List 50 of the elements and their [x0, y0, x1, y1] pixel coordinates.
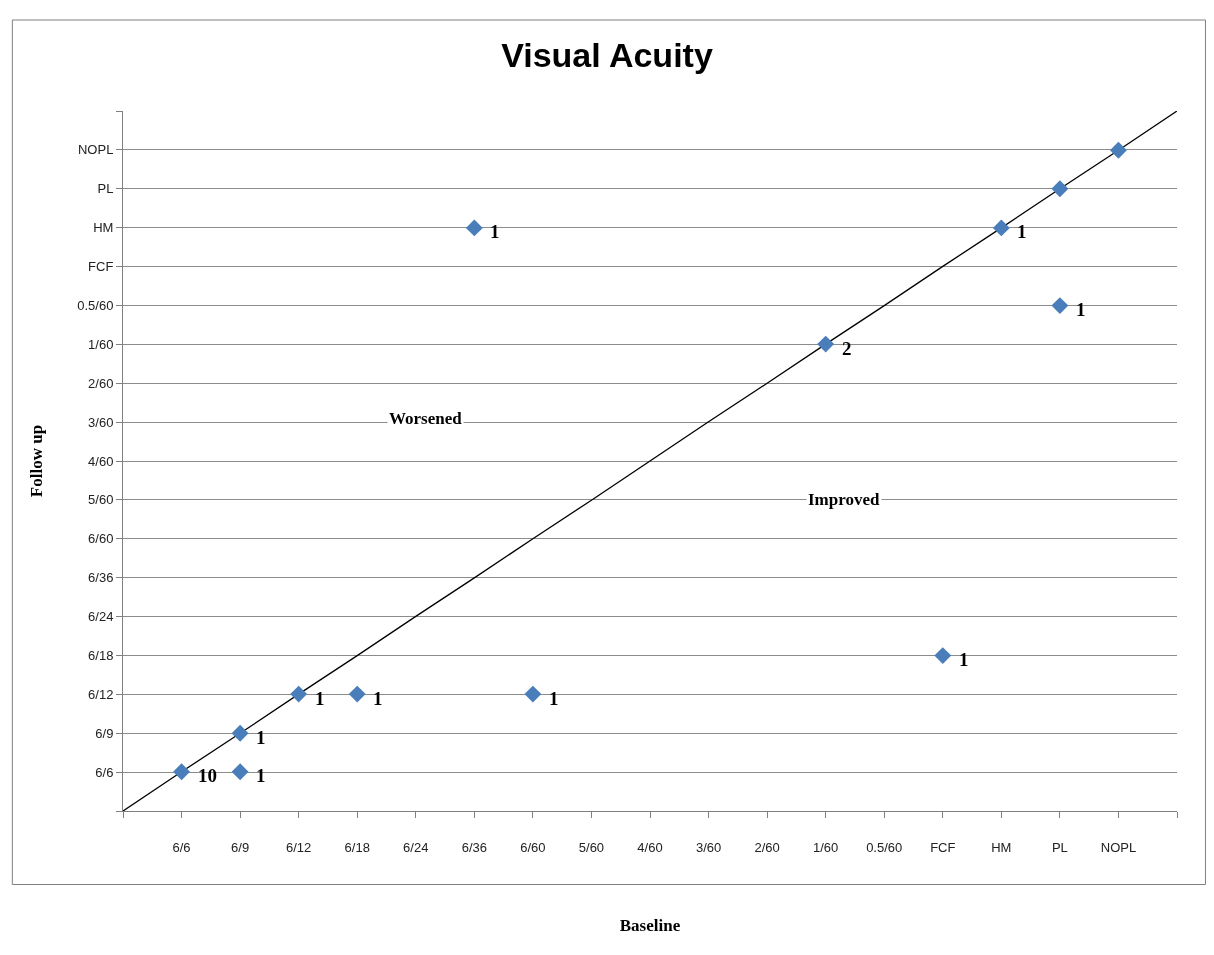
x-axis-title: Baseline	[619, 916, 681, 935]
category-label: FCF	[88, 259, 114, 275]
category-label: HM	[93, 220, 114, 236]
category-label: 6/60	[88, 531, 114, 547]
x-tick-label: 6/6	[172, 839, 191, 855]
annotation: 10	[198, 765, 217, 786]
category-label: PL	[97, 181, 114, 197]
chart-title: Visual Acuity	[501, 35, 713, 74]
category-label: 6/18	[88, 647, 114, 663]
annotation: 1	[373, 688, 383, 709]
x-tick-label: 0.5/60	[866, 839, 903, 855]
x-tick-label: NOPL	[1100, 839, 1137, 855]
category-label: 1/60	[88, 336, 114, 352]
annotation: 1	[315, 688, 325, 709]
x-tick-label: 4/60	[637, 839, 663, 855]
category-label: 3/60	[88, 414, 114, 430]
annotation: 1	[1076, 299, 1086, 320]
category-label: 2/60	[88, 375, 114, 391]
x-tick-label: 2/60	[754, 839, 780, 855]
x-tick-label: 6/12	[286, 839, 312, 855]
annotation: 1	[490, 221, 500, 242]
category-label: 6/9	[95, 725, 114, 741]
category-label: 6/36	[88, 570, 114, 586]
x-tick-label: HM	[991, 839, 1012, 855]
category-label: 6/24	[88, 609, 114, 625]
x-tick-label: 5/60	[578, 839, 605, 855]
annotation: 1	[1017, 221, 1027, 242]
x-tick-label: 6/24	[403, 839, 429, 855]
x-tick-label: PL	[1051, 839, 1068, 855]
x-tick-label: 6/60	[520, 839, 546, 855]
x-tick-label: 1/60	[813, 839, 839, 855]
annotation: 1	[549, 688, 559, 709]
category-label: 0.5/60	[77, 297, 114, 313]
category-label: 4/60	[88, 453, 114, 469]
x-tick-label: FCF	[930, 839, 956, 855]
annotation: Worsened	[389, 409, 463, 428]
y-axis-title: Follow up	[26, 424, 46, 498]
annotation: 1	[256, 727, 266, 748]
x-tick-label: 6/18	[344, 839, 370, 855]
annotation: 2	[842, 338, 852, 359]
category-label: NOPL	[77, 142, 114, 158]
x-tick-label: 6/36	[461, 839, 487, 855]
annotation: 1	[256, 765, 266, 786]
category-label: 5/60	[88, 492, 114, 508]
x-tick-label: 3/60	[695, 839, 722, 855]
x-tick-label: 6/9	[231, 839, 250, 855]
annotation: Improved	[808, 490, 881, 509]
category-label: 6/12	[88, 686, 114, 702]
category-label: 6/6	[95, 764, 114, 780]
annotation: 1	[959, 649, 969, 670]
